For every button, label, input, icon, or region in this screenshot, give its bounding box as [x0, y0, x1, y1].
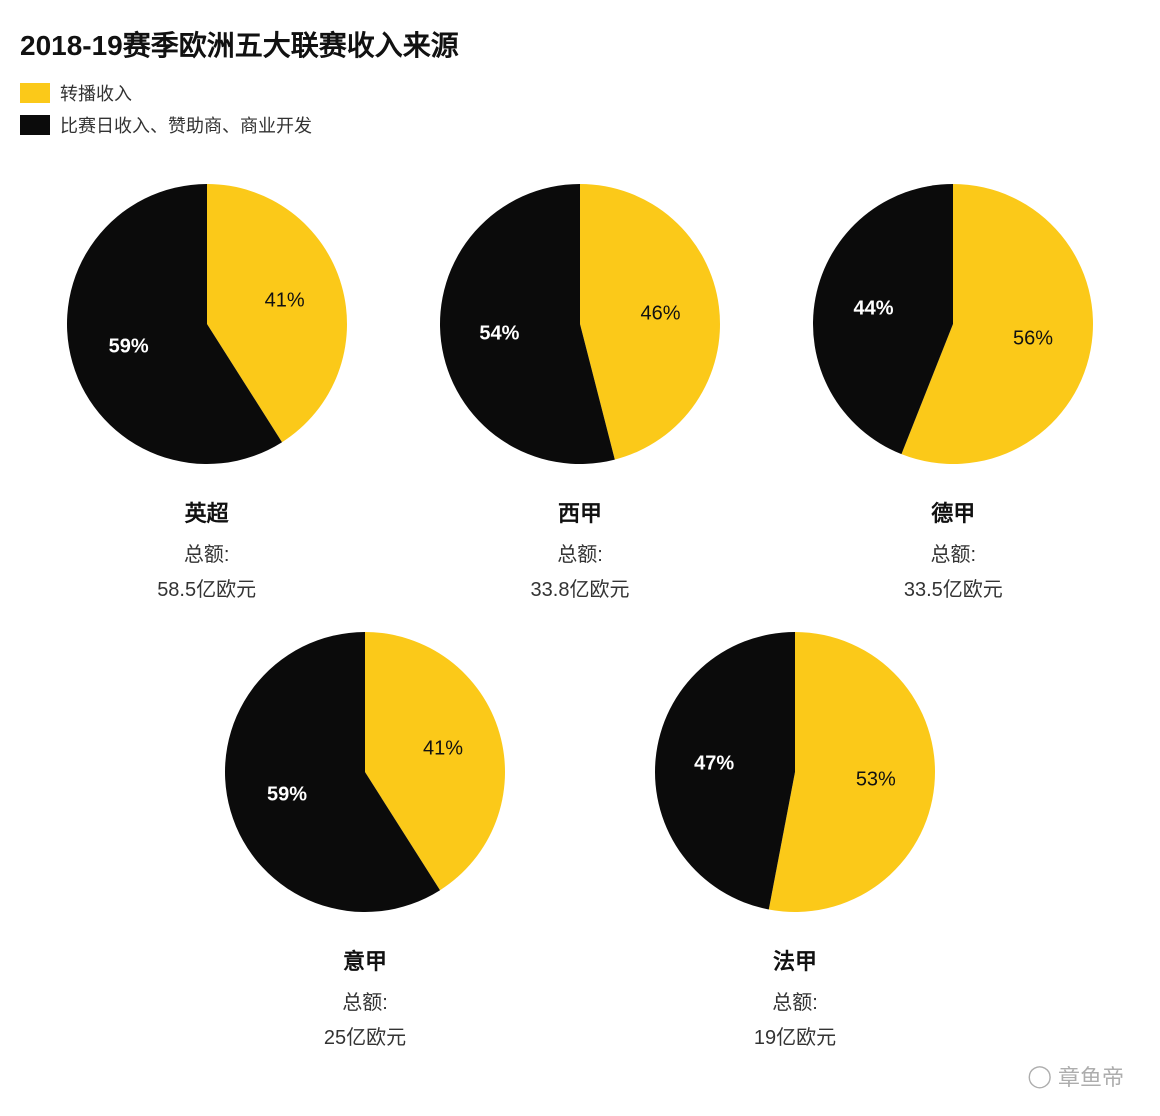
- pie-label-broadcast: 41%: [423, 738, 463, 761]
- legend-swatch-broadcast: [20, 83, 50, 103]
- league-name: 英超: [185, 496, 229, 528]
- pie-label-other: 54%: [479, 323, 519, 346]
- pie-label-other: 47%: [694, 753, 734, 776]
- charts-row-2: 41% 59% 意甲总额: 25亿欧元 53% 47% 法甲总额: 19亿欧元: [20, 622, 1140, 1050]
- pie-label-broadcast: 41%: [265, 290, 305, 313]
- pie-label-broadcast: 53%: [856, 768, 896, 791]
- total-label: 总额:: [342, 986, 388, 1015]
- pie-label-other: 59%: [109, 335, 149, 358]
- total-value: 25亿欧元: [324, 1021, 406, 1050]
- legend-item-other: 比赛日收入、赞助商、商业开发: [20, 112, 1140, 138]
- league-name: 法甲: [773, 944, 817, 976]
- total-label: 总额:: [772, 986, 818, 1015]
- charts-row-1: 41% 59% 英超总额: 58.5亿欧元 46% 54% 西甲总额: 33.8亿欧元 56…: [20, 174, 1140, 602]
- chart-premier-league: 41% 59% 英超总额: 58.5亿欧元: [42, 174, 372, 602]
- legend-label-broadcast: 转播收入: [60, 80, 132, 106]
- watermark: ◯ 章鱼帝: [1027, 1060, 1124, 1092]
- pie-label-broadcast: 56%: [1013, 328, 1053, 351]
- wechat-icon: ◯: [1027, 1063, 1052, 1089]
- total-value: 33.5亿欧元: [904, 573, 1003, 602]
- chart-la-liga: 46% 54% 西甲总额: 33.8亿欧元: [415, 174, 745, 602]
- total-label: 总额:: [557, 538, 603, 567]
- total-label: 总额:: [931, 538, 977, 567]
- total-label: 总额:: [184, 538, 230, 567]
- pie-label-broadcast: 46%: [641, 302, 681, 325]
- chart-title: 2018-19赛季欧洲五大联赛收入来源: [20, 24, 1140, 64]
- total-value: 19亿欧元: [754, 1021, 836, 1050]
- league-name: 意甲: [343, 944, 387, 976]
- league-name: 西甲: [558, 496, 602, 528]
- total-value: 33.8亿欧元: [531, 573, 630, 602]
- watermark-text: 章鱼帝: [1058, 1060, 1124, 1092]
- chart-ligue-1: 53% 47% 法甲总额: 19亿欧元: [630, 622, 960, 1050]
- legend-item-broadcast: 转播收入: [20, 80, 1140, 106]
- total-value: 58.5亿欧元: [157, 573, 256, 602]
- legend: 转播收入 比赛日收入、赞助商、商业开发: [20, 80, 1140, 138]
- chart-serie-a: 41% 59% 意甲总额: 25亿欧元: [200, 622, 530, 1050]
- pie-label-other: 59%: [267, 783, 307, 806]
- legend-swatch-other: [20, 115, 50, 135]
- chart-bundesliga: 56% 44% 德甲总额: 33.5亿欧元: [788, 174, 1118, 602]
- pie-label-other: 44%: [854, 297, 894, 320]
- legend-label-other: 比赛日收入、赞助商、商业开发: [60, 112, 312, 138]
- league-name: 德甲: [931, 496, 975, 528]
